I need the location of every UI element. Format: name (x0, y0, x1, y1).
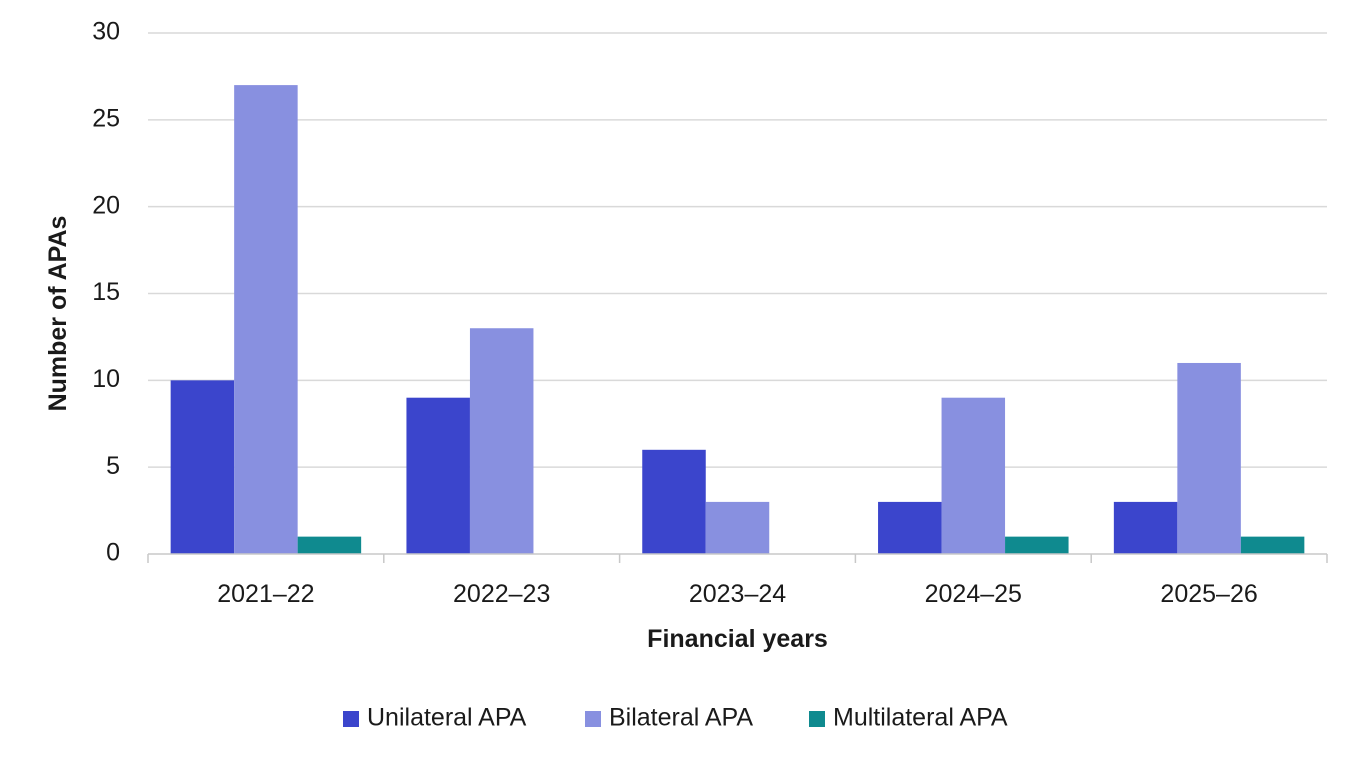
x-axis-ticks: 2021–22 2022–23 2023–24 2024–25 2025–26 (217, 580, 1258, 608)
bar-unilateral-apa-3 (878, 501, 942, 554)
legend-label: Bilateral APA (609, 704, 753, 732)
x-axis-title: Financial years (647, 625, 828, 653)
y-tick-label-0: 0 (106, 539, 120, 567)
bar-bilateral-apa-1 (469, 328, 534, 554)
bar-multilateral-apa-4 (1240, 536, 1305, 554)
y-axis-ticks: 0 5 10 15 20 25 30 (92, 18, 120, 567)
y-tick-label-25: 25 (92, 104, 120, 132)
x-tick-label-2: 2023–24 (689, 580, 786, 608)
y-axis-title: Number of APAs (44, 216, 72, 412)
y-tick-label-5: 5 (106, 452, 120, 480)
legend-item-unilateral-apa: Unilateral APA (343, 704, 527, 732)
legend-label: Multilateral APA (833, 704, 1008, 732)
x-tick-label-0: 2021–22 (217, 580, 314, 608)
bar-bilateral-apa-3 (941, 397, 1006, 554)
x-axis (147, 553, 1328, 563)
bar-unilateral-apa-2 (642, 449, 706, 554)
legend: Unilateral APA Bilateral APA Multilateral … (343, 704, 1008, 732)
y-tick-label-20: 20 (92, 191, 120, 219)
legend-item-bilateral-apa: Bilateral APA (585, 704, 753, 732)
y-tick-label-30: 30 (92, 18, 120, 46)
bar-unilateral-apa-1 (406, 397, 470, 554)
x-tick-label-3: 2024–25 (925, 580, 1022, 608)
bar-multilateral-apa-0 (297, 536, 362, 554)
bar-multilateral-apa-3 (1005, 536, 1069, 554)
bar-unilateral-apa-0 (170, 380, 235, 554)
y-tick-label-10: 10 (92, 365, 120, 393)
legend-item-multilateral-apa: Multilateral APA (809, 704, 1008, 732)
legend-label: Unilateral APA (367, 704, 527, 732)
bars (170, 85, 1305, 554)
bar-bilateral-apa-0 (234, 85, 298, 554)
legend-swatch (809, 711, 825, 727)
y-tick-label-15: 15 (92, 278, 120, 306)
x-tick-label-1: 2022–23 (453, 580, 550, 608)
x-tick-label-4: 2025–26 (1160, 580, 1257, 608)
bar-bilateral-apa-2 (705, 501, 770, 554)
legend-swatch (343, 711, 359, 727)
legend-swatch (585, 711, 601, 727)
gridlines (148, 32, 1327, 468)
bar-unilateral-apa-4 (1113, 501, 1178, 554)
bar-bilateral-apa-4 (1177, 362, 1241, 554)
